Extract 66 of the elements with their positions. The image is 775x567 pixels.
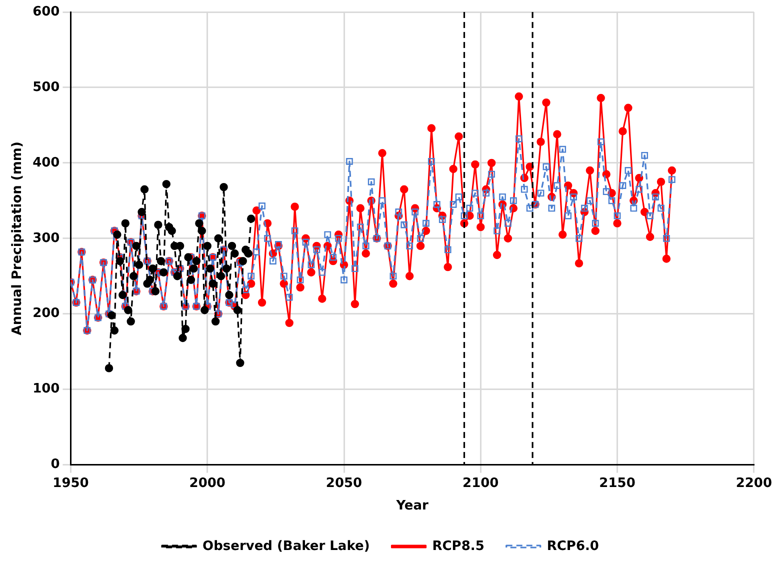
point (208, 280, 217, 288)
point (225, 290, 234, 300)
x-tick-label: 1950 (52, 476, 89, 491)
point (160, 268, 168, 276)
point (118, 290, 127, 300)
point (244, 249, 252, 258)
point (108, 311, 116, 320)
point (132, 242, 140, 250)
legend-label: RCP8.5 (432, 538, 484, 554)
point (138, 208, 146, 216)
point (200, 306, 209, 314)
point (129, 272, 138, 280)
y-tick-label: 500 (32, 80, 60, 95)
y-tick-label: 300 (32, 230, 60, 246)
point (192, 256, 201, 266)
point (190, 264, 198, 273)
point (184, 253, 192, 262)
point (124, 306, 132, 314)
point (168, 226, 176, 235)
point (126, 317, 135, 326)
point (220, 182, 228, 192)
x-tick-label: 2100 (462, 476, 499, 491)
point (238, 256, 247, 266)
point (178, 334, 187, 342)
point (198, 226, 206, 235)
legend-label: Observed (Baker Lake) (202, 538, 370, 554)
point (156, 256, 166, 266)
point (110, 326, 119, 335)
y-axis-title: Annual Precipitation (mm) (10, 142, 26, 336)
point (116, 256, 124, 266)
x-tick-label: 2000 (189, 476, 226, 491)
point (162, 180, 170, 188)
point (233, 306, 242, 314)
point (211, 317, 220, 326)
point (140, 185, 149, 194)
point (146, 276, 154, 284)
point (173, 272, 182, 280)
point (195, 219, 204, 228)
point (154, 220, 162, 229)
x-axis-title: Year (395, 498, 430, 514)
point (246, 214, 256, 223)
x-tick-label: 2050 (326, 476, 362, 491)
point (148, 264, 157, 273)
point (113, 230, 122, 239)
point (216, 272, 226, 280)
x-tick-label: 2200 (736, 476, 772, 491)
point (104, 364, 114, 372)
point (181, 324, 190, 334)
point (230, 249, 239, 258)
point (203, 242, 212, 250)
point (121, 219, 130, 228)
x-tick-label: 2150 (599, 476, 636, 491)
point (228, 242, 236, 250)
point (151, 287, 160, 296)
point (186, 276, 196, 284)
point (134, 260, 144, 269)
point (206, 264, 214, 273)
legend-label: RCP6.0 (546, 538, 599, 554)
point (214, 234, 222, 242)
point (222, 264, 231, 273)
point (236, 358, 244, 368)
y-tick-label: 200 (32, 306, 60, 322)
y-tick-label: 600 (32, 4, 60, 20)
y-tick-label: 100 (32, 382, 60, 397)
y-tick-label: 400 (32, 155, 60, 170)
y-tick-label: 0 (50, 457, 60, 472)
